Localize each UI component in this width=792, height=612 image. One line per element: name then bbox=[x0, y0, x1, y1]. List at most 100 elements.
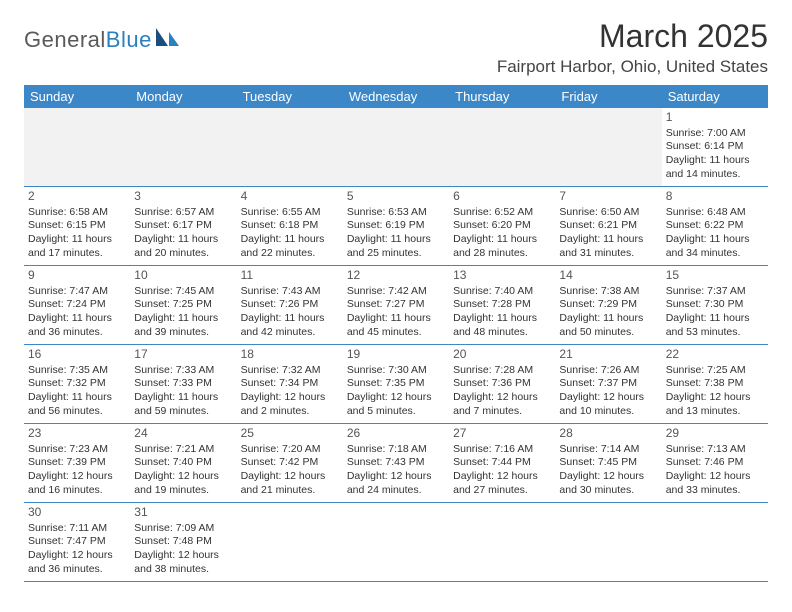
calendar-cell: 27Sunrise: 7:16 AMSunset: 7:44 PMDayligh… bbox=[449, 424, 555, 502]
d1-text: Daylight: 11 hours bbox=[28, 233, 126, 247]
sunrise-text: Sunrise: 6:57 AM bbox=[134, 206, 232, 220]
month-title: March 2025 bbox=[497, 18, 768, 55]
d2-text: and 33 minutes. bbox=[666, 484, 764, 498]
day-number: 2 bbox=[28, 189, 126, 205]
d2-text: and 34 minutes. bbox=[666, 247, 764, 261]
sunset-text: Sunset: 7:48 PM bbox=[134, 535, 232, 549]
day-number: 3 bbox=[134, 189, 232, 205]
calendar-cell-empty bbox=[237, 108, 343, 186]
sunrise-text: Sunrise: 7:16 AM bbox=[453, 443, 551, 457]
calendar-cell: 30Sunrise: 7:11 AMSunset: 7:47 PMDayligh… bbox=[24, 503, 130, 581]
d2-text: and 48 minutes. bbox=[453, 326, 551, 340]
d1-text: Daylight: 12 hours bbox=[241, 470, 339, 484]
calendar-cell: 5Sunrise: 6:53 AMSunset: 6:19 PMDaylight… bbox=[343, 187, 449, 265]
calendar-cell-empty bbox=[24, 108, 130, 186]
d2-text: and 10 minutes. bbox=[559, 405, 657, 419]
sunrise-text: Sunrise: 6:48 AM bbox=[666, 206, 764, 220]
day-header: Friday bbox=[555, 85, 661, 108]
sunrise-text: Sunrise: 7:26 AM bbox=[559, 364, 657, 378]
sunrise-text: Sunrise: 7:30 AM bbox=[347, 364, 445, 378]
d2-text: and 22 minutes. bbox=[241, 247, 339, 261]
day-number: 16 bbox=[28, 347, 126, 363]
calendar-cell: 13Sunrise: 7:40 AMSunset: 7:28 PMDayligh… bbox=[449, 266, 555, 344]
sunrise-text: Sunrise: 7:47 AM bbox=[28, 285, 126, 299]
sunrise-text: Sunrise: 7:20 AM bbox=[241, 443, 339, 457]
d1-text: Daylight: 11 hours bbox=[241, 233, 339, 247]
calendar-cell: 18Sunrise: 7:32 AMSunset: 7:34 PMDayligh… bbox=[237, 345, 343, 423]
calendar-cell-empty bbox=[343, 108, 449, 186]
sunrise-text: Sunrise: 7:45 AM bbox=[134, 285, 232, 299]
d2-text: and 16 minutes. bbox=[28, 484, 126, 498]
calendar-cell: 26Sunrise: 7:18 AMSunset: 7:43 PMDayligh… bbox=[343, 424, 449, 502]
sunset-text: Sunset: 7:38 PM bbox=[666, 377, 764, 391]
week-row: 23Sunrise: 7:23 AMSunset: 7:39 PMDayligh… bbox=[24, 424, 768, 503]
sunset-text: Sunset: 6:17 PM bbox=[134, 219, 232, 233]
d1-text: Daylight: 12 hours bbox=[241, 391, 339, 405]
sunrise-text: Sunrise: 7:42 AM bbox=[347, 285, 445, 299]
d2-text: and 25 minutes. bbox=[347, 247, 445, 261]
sunset-text: Sunset: 7:37 PM bbox=[559, 377, 657, 391]
sunset-text: Sunset: 6:21 PM bbox=[559, 219, 657, 233]
day-number: 4 bbox=[241, 189, 339, 205]
d2-text: and 31 minutes. bbox=[559, 247, 657, 261]
day-number: 8 bbox=[666, 189, 764, 205]
day-number: 28 bbox=[559, 426, 657, 442]
day-number: 22 bbox=[666, 347, 764, 363]
calendar-cell-empty bbox=[237, 503, 343, 581]
day-number: 25 bbox=[241, 426, 339, 442]
d1-text: Daylight: 11 hours bbox=[666, 312, 764, 326]
sunrise-text: Sunrise: 7:35 AM bbox=[28, 364, 126, 378]
sunrise-text: Sunrise: 7:37 AM bbox=[666, 285, 764, 299]
day-header: Monday bbox=[130, 85, 236, 108]
day-number: 10 bbox=[134, 268, 232, 284]
d2-text: and 36 minutes. bbox=[28, 326, 126, 340]
sunrise-text: Sunrise: 6:55 AM bbox=[241, 206, 339, 220]
day-number: 13 bbox=[453, 268, 551, 284]
sunset-text: Sunset: 7:30 PM bbox=[666, 298, 764, 312]
calendar-cell: 8Sunrise: 6:48 AMSunset: 6:22 PMDaylight… bbox=[662, 187, 768, 265]
day-header: Thursday bbox=[449, 85, 555, 108]
sunrise-text: Sunrise: 7:28 AM bbox=[453, 364, 551, 378]
day-number: 24 bbox=[134, 426, 232, 442]
day-number: 21 bbox=[559, 347, 657, 363]
day-header: Saturday bbox=[662, 85, 768, 108]
calendar-cell-empty bbox=[555, 503, 661, 581]
calendar-cell: 14Sunrise: 7:38 AMSunset: 7:29 PMDayligh… bbox=[555, 266, 661, 344]
sunset-text: Sunset: 6:22 PM bbox=[666, 219, 764, 233]
sail-icon bbox=[154, 26, 180, 53]
sunrise-text: Sunrise: 7:13 AM bbox=[666, 443, 764, 457]
calendar-cell: 15Sunrise: 7:37 AMSunset: 7:30 PMDayligh… bbox=[662, 266, 768, 344]
sunset-text: Sunset: 7:45 PM bbox=[559, 456, 657, 470]
day-header: Tuesday bbox=[237, 85, 343, 108]
sunset-text: Sunset: 7:46 PM bbox=[666, 456, 764, 470]
d1-text: Daylight: 11 hours bbox=[134, 312, 232, 326]
day-number: 23 bbox=[28, 426, 126, 442]
header: GeneralBlue March 2025 Fairport Harbor, … bbox=[24, 18, 768, 77]
sunset-text: Sunset: 7:36 PM bbox=[453, 377, 551, 391]
calendar-cell: 23Sunrise: 7:23 AMSunset: 7:39 PMDayligh… bbox=[24, 424, 130, 502]
d1-text: Daylight: 12 hours bbox=[666, 470, 764, 484]
d2-text: and 36 minutes. bbox=[28, 563, 126, 577]
d2-text: and 53 minutes. bbox=[666, 326, 764, 340]
sunset-text: Sunset: 6:14 PM bbox=[666, 140, 764, 154]
sunset-text: Sunset: 7:43 PM bbox=[347, 456, 445, 470]
calendar-cell: 28Sunrise: 7:14 AMSunset: 7:45 PMDayligh… bbox=[555, 424, 661, 502]
day-number: 12 bbox=[347, 268, 445, 284]
logo-word-1: General bbox=[24, 27, 106, 53]
sunset-text: Sunset: 7:44 PM bbox=[453, 456, 551, 470]
d1-text: Daylight: 11 hours bbox=[134, 233, 232, 247]
d1-text: Daylight: 12 hours bbox=[28, 470, 126, 484]
logo-word-2: Blue bbox=[106, 27, 152, 53]
sunrise-text: Sunrise: 7:00 AM bbox=[666, 127, 764, 141]
sunrise-text: Sunrise: 7:11 AM bbox=[28, 522, 126, 536]
sunrise-text: Sunrise: 6:53 AM bbox=[347, 206, 445, 220]
d1-text: Daylight: 11 hours bbox=[666, 154, 764, 168]
sunrise-text: Sunrise: 7:18 AM bbox=[347, 443, 445, 457]
d1-text: Daylight: 11 hours bbox=[134, 391, 232, 405]
sunrise-text: Sunrise: 7:43 AM bbox=[241, 285, 339, 299]
calendar-cell: 25Sunrise: 7:20 AMSunset: 7:42 PMDayligh… bbox=[237, 424, 343, 502]
day-number: 20 bbox=[453, 347, 551, 363]
d1-text: Daylight: 12 hours bbox=[347, 470, 445, 484]
d2-text: and 2 minutes. bbox=[241, 405, 339, 419]
d1-text: Daylight: 11 hours bbox=[559, 312, 657, 326]
